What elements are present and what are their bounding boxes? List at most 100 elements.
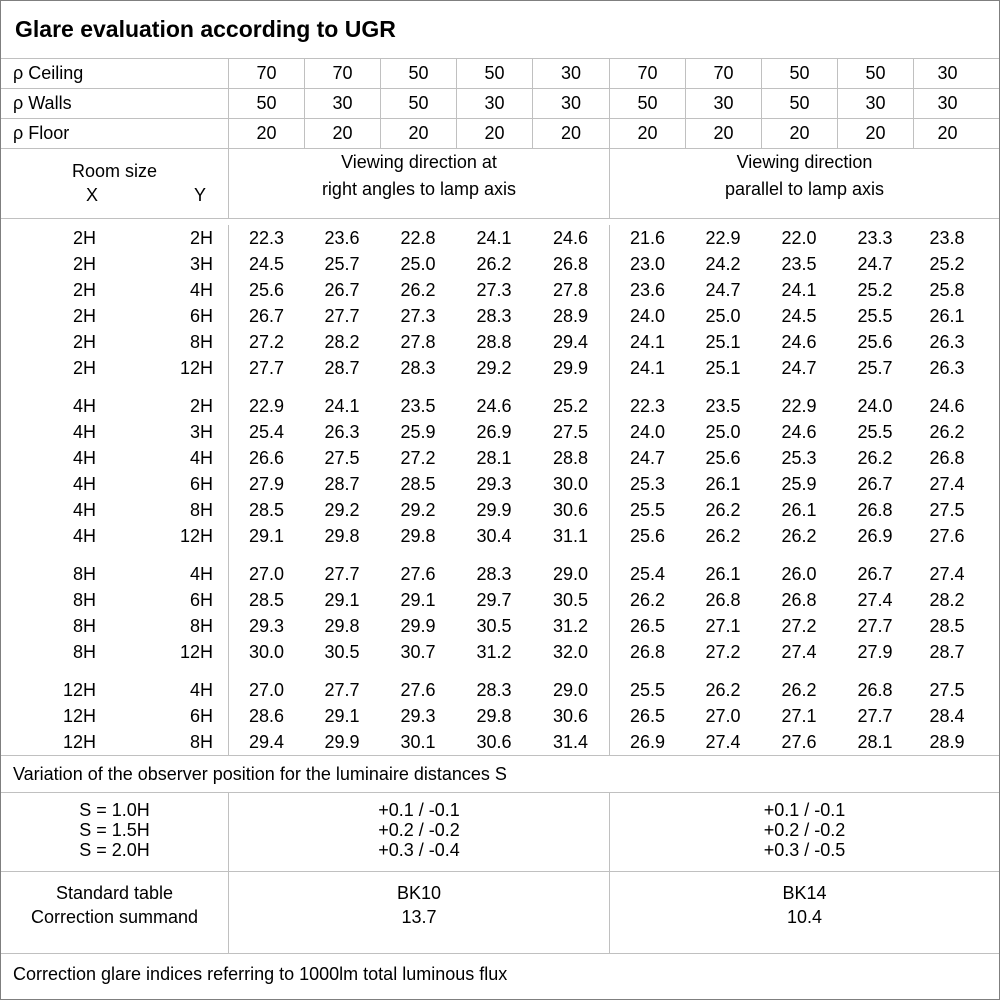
ugr-value-parallel: 26.2	[705, 500, 741, 520]
reflectance-value: 50	[837, 59, 913, 89]
ugr-value-parallel: 26.3	[929, 358, 965, 378]
ugr-value-right-angles: 28.3	[476, 564, 512, 584]
ugr-value-right-angles: 28.9	[552, 306, 589, 326]
room-size-y-value: 8H	[189, 732, 213, 752]
ugr-value-right-angles: 30.5	[552, 590, 589, 610]
room-size-x-value: 2H	[72, 254, 96, 274]
ugr-value-right-angles: 28.3	[400, 358, 436, 378]
ugr-value-parallel: 23.6	[609, 277, 685, 303]
ugr-value-parallel: 24.1	[609, 355, 685, 381]
ugr-value-right-angles: 27.5	[324, 448, 360, 468]
ugr-value-right-angles: 25.6	[228, 277, 304, 303]
room-size-y-value: 12H	[179, 526, 213, 546]
ugr-value-right-angles: 27.8	[552, 280, 589, 300]
ugr-value-parallel: 28.7	[929, 642, 965, 662]
reflectance-value: 30	[913, 89, 999, 119]
ugr-value-parallel: 24.1	[609, 329, 685, 355]
ugr-value-parallel: 26.9	[609, 729, 685, 755]
ugr-value-parallel: 26.2	[857, 448, 893, 468]
reflectance-grid: ρ Ceiling 70 70 50 50 30 70 70 50 50 30 ρ Walls 50 30…	[1, 59, 999, 149]
block-spacer	[228, 665, 609, 677]
ugr-value-parallel: 24.7	[781, 358, 817, 378]
room-size-y-value: 2H	[189, 396, 213, 416]
ugr-value-right-angles: 22.3	[228, 225, 304, 251]
ugr-value-parallel: 27.9	[857, 642, 893, 662]
ugr-value-parallel: 25.5	[609, 497, 685, 523]
ugr-value-right-angles: 26.3	[324, 422, 360, 442]
reflectance-value: 20	[456, 119, 532, 149]
block-spacer	[1, 381, 228, 393]
ugr-value-right-angles: 28.5	[228, 587, 304, 613]
reflectance-value: 20	[532, 119, 609, 149]
room-size-y-value: 6H	[189, 706, 213, 726]
ugr-value-right-angles: 30.0	[552, 474, 589, 494]
ugr-value-parallel: 23.5	[705, 396, 741, 416]
ugr-value-parallel: 25.0	[705, 306, 741, 326]
ugr-value-right-angles: 26.8	[552, 254, 589, 274]
reflectance-value: 20	[609, 119, 685, 149]
ugr-value-parallel: 26.3	[929, 332, 965, 352]
ugr-value-right-angles: 24.6	[476, 396, 512, 416]
room-size-y-value: 3H	[189, 254, 213, 274]
room-size-y-value: 4H	[189, 680, 213, 700]
ugr-value-parallel: 27.4	[705, 732, 741, 752]
s-label: S = 1.5H	[79, 820, 150, 840]
ugr-value-parallel: 26.0	[781, 564, 817, 584]
room-size-x-value: 4H	[72, 474, 96, 494]
ugr-value-parallel: 25.4	[609, 561, 685, 587]
room-size-y-value: 8H	[189, 616, 213, 636]
ugr-value-right-angles: 29.0	[552, 680, 589, 700]
ugr-value-parallel: 28.2	[929, 590, 965, 610]
room-size-x-value: 4H	[72, 500, 96, 520]
reflectance-value: 30	[913, 59, 999, 89]
ugr-value-right-angles: 29.0	[552, 564, 589, 584]
ugr-value-right-angles: 30.6	[476, 732, 512, 752]
ugr-value-right-angles: 27.2	[228, 329, 304, 355]
ugr-value-parallel: 25.2	[857, 280, 893, 300]
room-size-x-value: 2H	[72, 306, 96, 326]
ugr-value-right-angles: 30.5	[476, 616, 512, 636]
ugr-value-right-angles: 27.3	[400, 306, 436, 326]
ugr-value-right-angles: 27.2	[400, 448, 436, 468]
right-angles-header-line2: right angles to lamp axis	[321, 179, 517, 199]
block-spacer	[1, 549, 228, 561]
ugr-value-parallel: 24.7	[705, 280, 741, 300]
ugr-value-right-angles: 27.7	[324, 306, 360, 326]
ugr-value-parallel: 26.8	[609, 639, 685, 665]
room-size-x-value: 8H	[72, 564, 96, 584]
room-size-x-value: 12H	[62, 680, 96, 700]
ugr-value-right-angles: 24.1	[476, 228, 512, 248]
room-size-y-value: 2H	[189, 228, 213, 248]
ugr-value-right-angles: 24.5	[228, 251, 304, 277]
correction-summand-value: 10.4	[786, 907, 823, 927]
ugr-value-right-angles: 31.1	[552, 526, 589, 546]
reflectance-value: 20	[837, 119, 913, 149]
ugr-value-right-angles: 29.2	[324, 500, 360, 520]
s-right-angles-value: +0.2 / -0.2	[378, 820, 460, 840]
reflectance-value: 30	[456, 89, 532, 119]
standard-table-label: Standard table	[55, 883, 174, 903]
room-size-x-value: 4H	[72, 448, 96, 468]
ugr-value-right-angles: 28.6	[228, 703, 304, 729]
ugr-value-right-angles: 28.5	[400, 474, 436, 494]
footer-note: Correction glare indices referring to 10…	[13, 964, 508, 984]
room-size-x-value: 2H	[72, 280, 96, 300]
ugr-value-right-angles: 28.8	[552, 448, 589, 468]
ugr-value-parallel: 25.5	[857, 422, 893, 442]
s-right-angles-cell: +0.1 / -0.1 +0.2 / -0.2 +0.3 / -0.4	[228, 793, 609, 871]
ugr-value-right-angles: 29.1	[324, 590, 360, 610]
ugr-value-parallel: 24.7	[609, 445, 685, 471]
ugr-value-right-angles: 30.6	[552, 706, 589, 726]
ugr-value-parallel: 24.7	[857, 254, 893, 274]
room-size-x-value: 12H	[62, 732, 96, 752]
ugr-value-right-angles: 31.4	[552, 732, 589, 752]
room-size-x-value: 8H	[72, 590, 96, 610]
room-size-y-value: 6H	[189, 474, 213, 494]
ugr-value-parallel: 27.5	[929, 500, 965, 520]
ugr-value-right-angles: 29.9	[400, 616, 436, 636]
room-size-y-value: 4H	[189, 564, 213, 584]
ugr-value-parallel: 26.8	[929, 448, 965, 468]
ugr-value-parallel: 26.8	[857, 680, 893, 700]
